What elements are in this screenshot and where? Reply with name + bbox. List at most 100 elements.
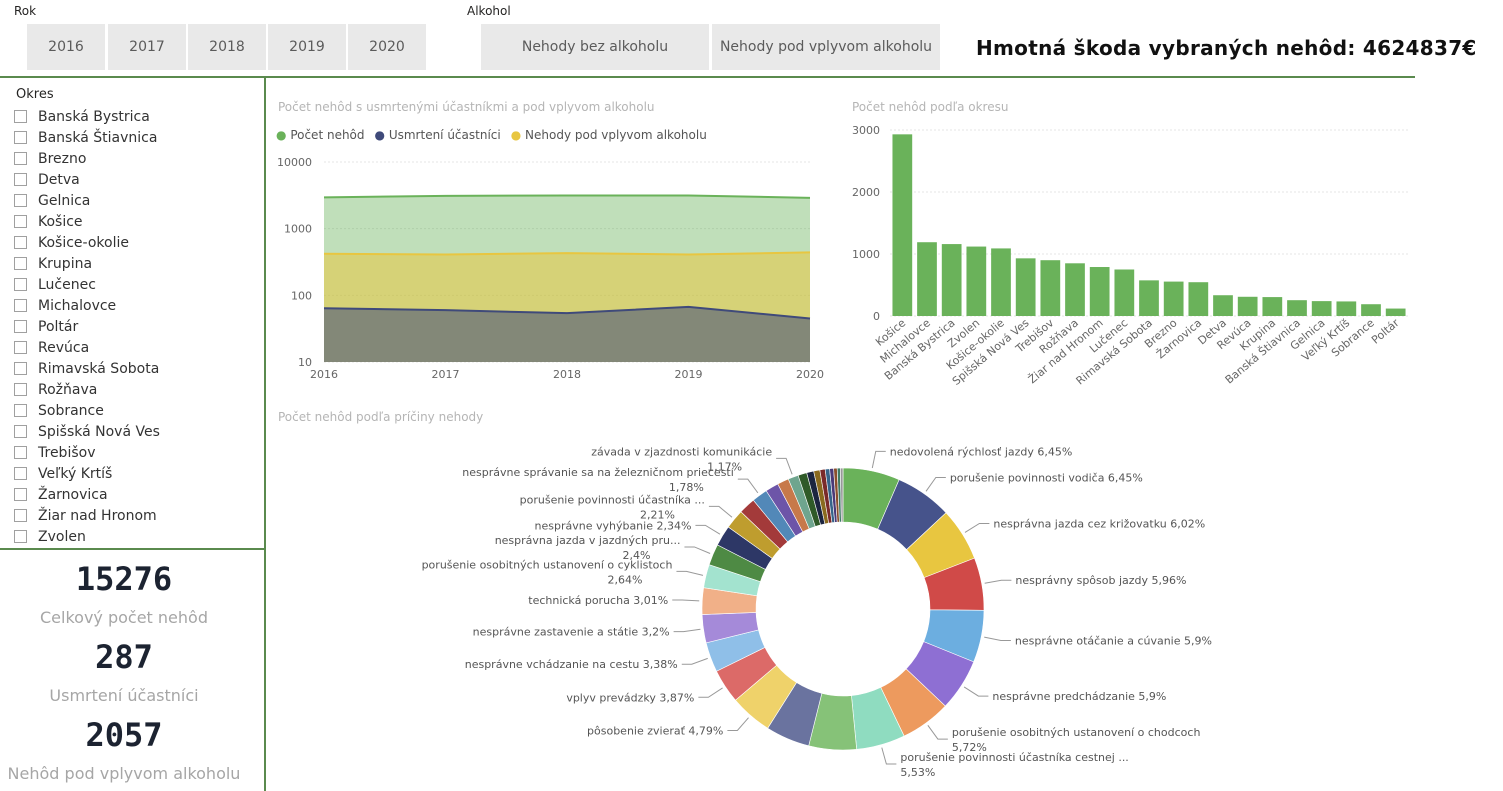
checkbox[interactable] [14,530,27,543]
okres-item[interactable]: Sobrance [14,400,160,421]
checkbox[interactable] [14,131,27,144]
checkbox[interactable] [14,383,27,396]
leader-line [984,636,1011,641]
leader-line [708,505,733,518]
slice-label: nesprávne predchádzanie 5,9% [992,690,1166,703]
okres-item[interactable]: Žiar nad Hronom [14,505,160,526]
legend-item[interactable]: ● Počet nehôd [276,128,365,142]
checkbox[interactable] [14,236,27,249]
year-button-2016[interactable]: 2016 [27,24,105,70]
okres-item[interactable]: Spišská Nová Ves [14,421,160,442]
year-button-2018[interactable]: 2018 [188,24,266,70]
checkbox[interactable] [14,467,27,480]
checkbox[interactable] [14,299,27,312]
damage-total-label: Hmotná škoda vybraných nehôd: 4624837€ [976,36,1477,60]
donut-chart[interactable]: nedovolená rýchlosť jazdy 6,45% porušenie… [270,430,1410,790]
series-line-2 [323,251,811,256]
okres-item[interactable]: Poltár [14,316,160,337]
leader-line [698,687,723,698]
checkbox[interactable] [14,446,27,459]
x-tick-label: 2017 [432,368,460,381]
checkbox[interactable] [14,152,27,165]
checkbox[interactable] [14,341,27,354]
alcohol-accidents-label: Nehôd pod vplyvom alkoholu [7,764,241,783]
okres-item[interactable]: Zvolen [14,526,160,547]
okres-item[interactable]: Rimavská Sobota [14,358,160,379]
bar [1015,258,1036,316]
x-tick-label: 2020 [796,368,824,381]
checkbox[interactable] [14,488,27,501]
legend-item[interactable]: ● Usmrtení účastníci [374,128,501,142]
y-tick-label: 1000 [852,248,880,261]
year-button-2020[interactable]: 2020 [348,24,426,70]
year-button-2017[interactable]: 2017 [108,24,186,70]
bar [1311,301,1332,316]
area-chart-title: Počet nehôd s usmrtenými účastníkmi a po… [278,100,655,114]
bar [941,244,962,316]
alcohol-accidents-value: 2057 [85,716,163,754]
leader-line [676,570,704,576]
okres-item[interactable]: Banská Štiavnica [14,127,160,148]
okres-item[interactable]: Revúca [14,337,160,358]
okres-item[interactable]: Košice [14,211,160,232]
bar [1213,295,1233,316]
okres-item[interactable]: Veľký Krtíš [14,463,160,484]
leader-line [673,628,701,633]
okres-item[interactable]: Detva [14,169,160,190]
okres-item[interactable]: Krupina [14,253,160,274]
checkbox[interactable] [14,278,27,291]
slice-label: porušenie osobitných ustanovení o cyklis… [422,558,673,571]
slice-label: nesprávne správanie sa na železničnom pr… [462,466,734,479]
fatalities-value: 287 [95,638,153,676]
okres-item[interactable]: Michalovce [14,295,160,316]
x-tick-label: 2016 [310,368,338,381]
checkbox[interactable] [14,404,27,417]
slice-label-value: 1,17% [707,460,742,473]
leader-line [871,450,886,469]
leader-line [727,717,749,732]
year-button-2019[interactable]: 2019 [268,24,346,70]
checkbox[interactable] [14,173,27,186]
checkbox[interactable] [14,110,27,123]
okres-item[interactable]: Lučenec [14,274,160,295]
checkbox[interactable] [14,509,27,522]
slice-label: porušenie povinnosti vodiča 6,45% [950,471,1143,484]
x-tick-label: 2018 [553,368,581,381]
bar [1237,296,1258,316]
okres-item[interactable]: Gelnica [14,190,160,211]
slice-label-value: 2,21% [640,508,675,521]
okres-label: Okres [16,87,54,102]
checkbox[interactable] [14,257,27,270]
bar [1040,260,1061,316]
okres-item[interactable]: Brezno [14,148,160,169]
okres-item[interactable]: Košice-okolie [14,232,160,253]
area-chart[interactable]: 10 100 1000 10000 2016 2017 2018 2019 2020 [270,150,830,385]
checkbox[interactable] [14,194,27,207]
okres-item[interactable]: Trebišov [14,442,160,463]
slice-label: technická porucha 3,01% [528,594,668,607]
y-tick-label: 0 [873,310,880,323]
area-fill-1 [324,306,810,362]
checkbox[interactable] [14,425,27,438]
checkbox[interactable] [14,362,27,375]
checkbox[interactable] [14,320,27,333]
okres-item[interactable]: Rožňava [14,379,160,400]
bar [1163,281,1184,316]
bar [1089,267,1110,316]
x-tick-label: Poltár [1369,316,1402,347]
okres-item[interactable]: Banská Bystrica [14,106,160,127]
slice-label-value: 5,72% [952,741,987,754]
slice-label-value: 2,4% [622,549,650,562]
okres-item[interactable]: Žarnovica [14,484,160,505]
y-tick-label: 3000 [852,124,880,137]
alcohol-button-with[interactable]: Nehody pod vplyvom alkoholu [712,24,940,70]
slice-label: nesprávna jazda v jazdných pru... [495,534,681,547]
fatalities-label: Usmrtení účastníci [49,686,199,705]
alcohol-button-without[interactable]: Nehody bez alkoholu [481,24,709,70]
series-line-1 [323,305,811,320]
checkbox[interactable] [14,215,27,228]
legend-item[interactable]: ● Nehody pod vplyvom alkoholu [510,128,707,142]
bar [1287,300,1307,316]
slice-label: nesprávna jazda cez križovatku 6,02% [993,517,1205,530]
